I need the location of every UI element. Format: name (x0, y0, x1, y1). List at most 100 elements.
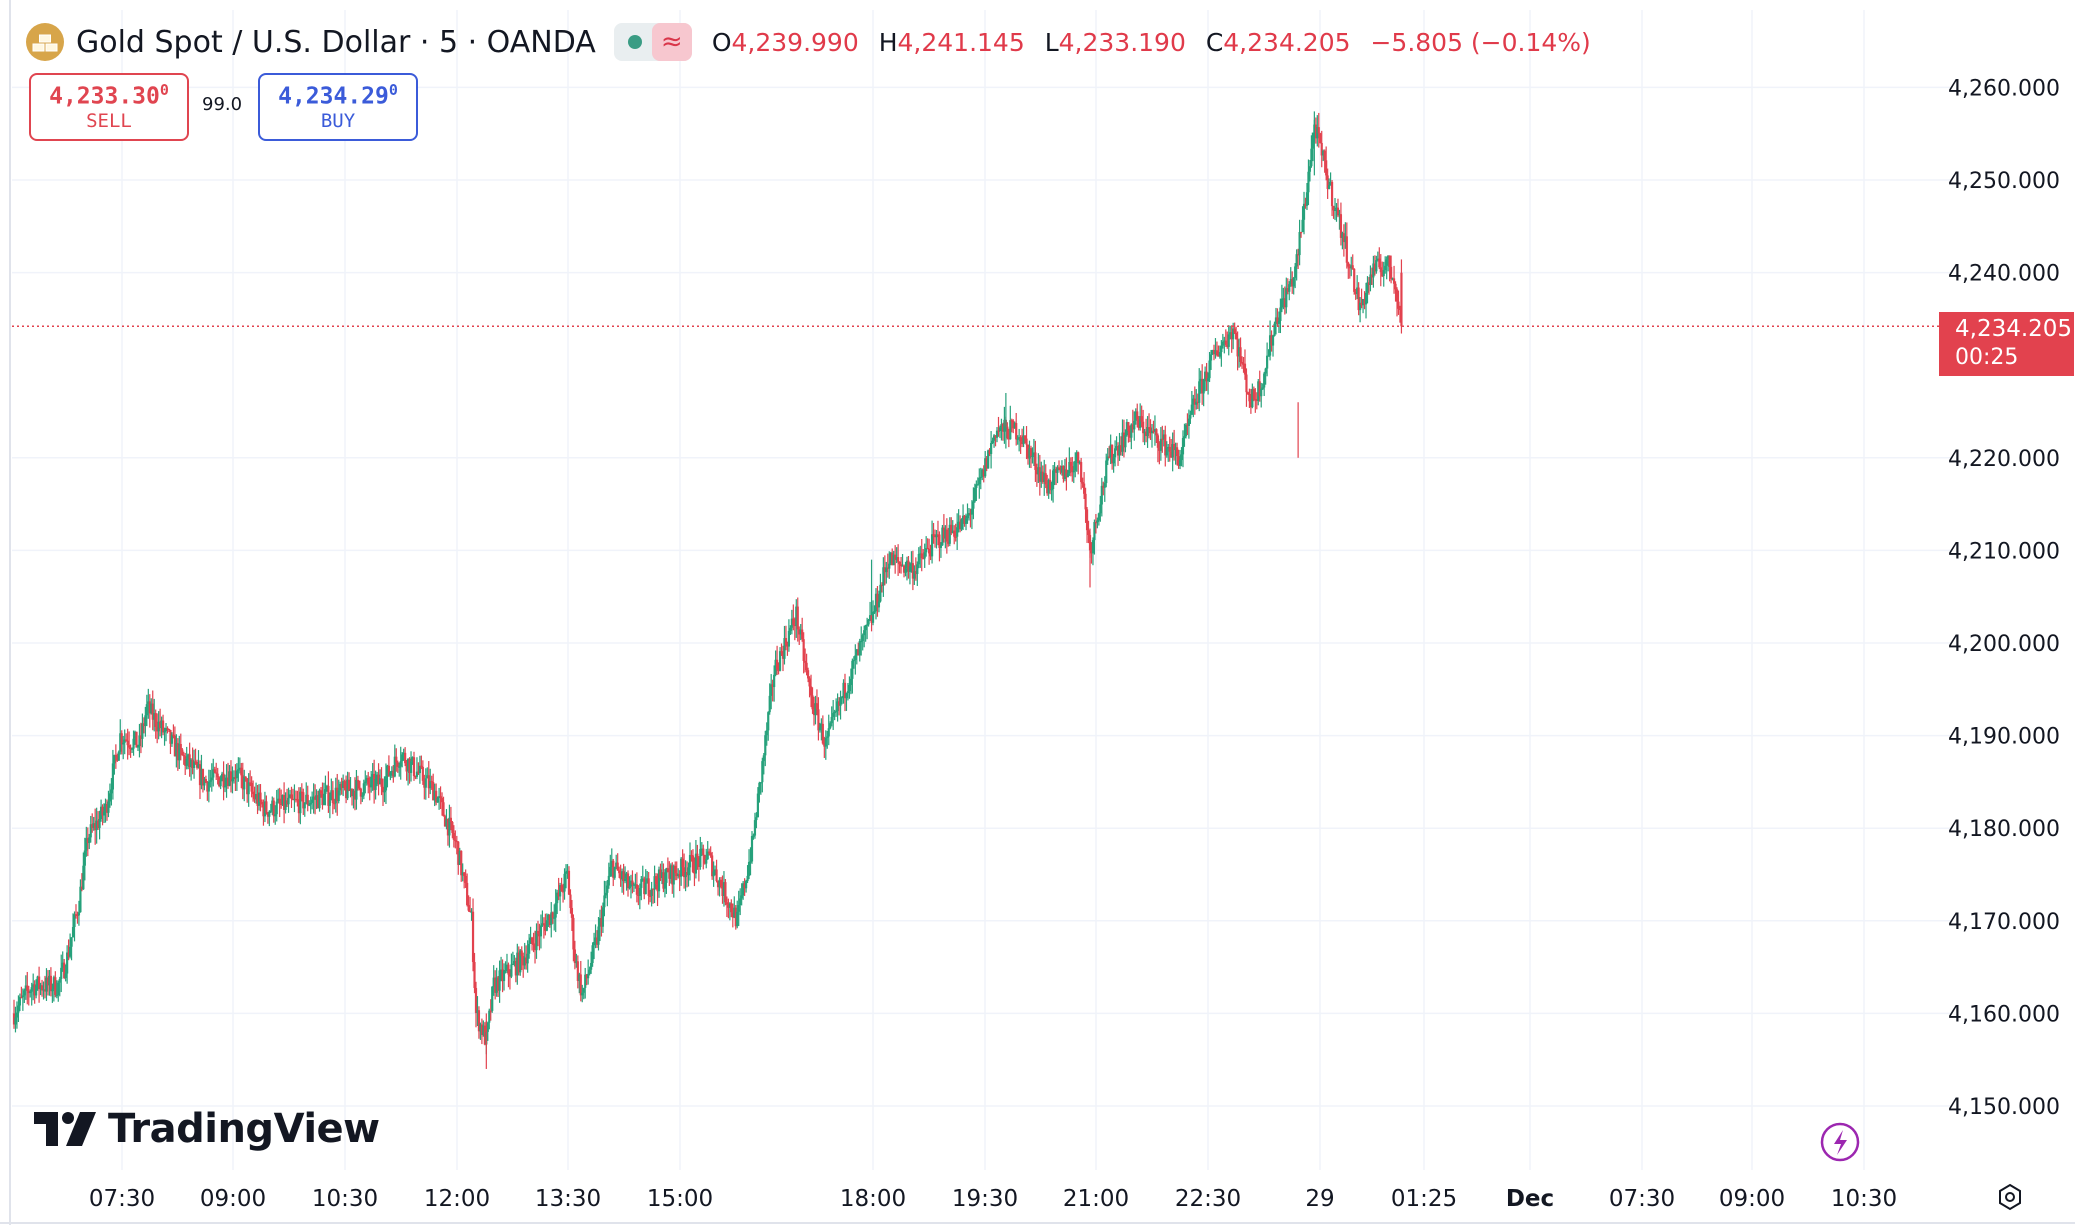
y-tick-label: 4,240.000 (1948, 262, 2060, 287)
candle-body (660, 872, 664, 878)
candle-body (1201, 378, 1204, 394)
candle-body (731, 912, 734, 918)
candle-body (325, 785, 329, 790)
candle-body (154, 713, 157, 727)
candle-body (1364, 292, 1368, 305)
candle-body (1260, 388, 1263, 397)
candle-body (1184, 424, 1188, 437)
candle-body (922, 558, 925, 560)
candle-body (826, 736, 829, 738)
candle-body (548, 914, 551, 926)
candle-body (1162, 434, 1165, 440)
candle-body (151, 703, 154, 720)
candle-body (1059, 468, 1062, 473)
settings-icon[interactable] (1999, 1183, 2021, 1211)
candle-body (1109, 444, 1112, 458)
candle-body (1391, 278, 1394, 280)
candle-body (948, 524, 951, 544)
candle-body (647, 878, 650, 896)
candle-body (978, 477, 981, 485)
candle-body (691, 855, 695, 872)
candle-body (837, 701, 841, 706)
candle-body (774, 659, 777, 675)
candle-body (1257, 381, 1260, 401)
candle-body (632, 884, 636, 886)
candle-body (346, 779, 349, 799)
candle-body (938, 534, 941, 548)
sell-label: SELL (86, 109, 132, 132)
candle-body (1190, 404, 1193, 415)
candle-body (1044, 473, 1047, 485)
candle-body (592, 941, 596, 946)
candle-body (1255, 399, 1258, 401)
candle-body (1233, 328, 1236, 333)
candle-body (590, 962, 593, 970)
candle-body (184, 756, 187, 766)
candle-body (718, 879, 721, 888)
tradingview-logo[interactable]: TradingView (34, 1106, 380, 1152)
candle-body (405, 763, 408, 772)
candle-body (1266, 355, 1269, 369)
candle-body (374, 779, 377, 790)
sell-button[interactable]: 4,233.300 SELL (29, 73, 189, 141)
candle-body (970, 508, 974, 515)
candle-body (990, 442, 993, 454)
candle-body (1119, 445, 1123, 452)
candle-body (1128, 431, 1131, 438)
candle-body (291, 798, 295, 801)
candle-body (694, 853, 698, 874)
candle-body (216, 773, 219, 778)
candle-body (623, 878, 627, 882)
candle-body (68, 946, 72, 957)
candle-body (721, 886, 724, 896)
candle-body (719, 879, 723, 887)
candle-body (275, 801, 278, 815)
candle-body (780, 651, 783, 653)
candle-body (67, 952, 70, 957)
candle-body (221, 773, 224, 781)
candle-body (1400, 272, 1403, 327)
candle-body (505, 964, 509, 971)
candle-body (582, 987, 585, 993)
symbol-title[interactable]: Gold Spot / U.S. Dollar · 5 · OANDA (76, 24, 596, 60)
candle-body (716, 881, 720, 888)
candle-body (99, 806, 103, 819)
candle-body (1072, 470, 1075, 473)
candle-body (324, 789, 327, 794)
candle-body (262, 804, 265, 817)
candle-body (749, 861, 752, 863)
candle-body (156, 726, 159, 732)
candle-body (393, 756, 396, 777)
candle-body (1384, 265, 1387, 271)
candle-body (1037, 467, 1040, 475)
candle-body (1018, 437, 1021, 439)
candle-body (1167, 446, 1170, 449)
candle-body (1137, 419, 1140, 428)
candle-body (1057, 467, 1061, 469)
candle-body (362, 783, 365, 796)
candle-body (234, 777, 237, 779)
candle-body (1387, 255, 1390, 260)
buy-button[interactable]: 4,234.290 BUY (258, 73, 418, 141)
lightning-alert-icon[interactable] (1820, 1122, 1860, 1162)
candle-body (815, 703, 819, 710)
candle-body (609, 866, 612, 876)
candle-body (768, 695, 771, 713)
market-status-pill[interactable]: ≈ (613, 23, 692, 61)
candle-body (1013, 423, 1016, 429)
lightning-bolt-icon (1834, 1130, 1847, 1155)
candle-body (107, 801, 110, 813)
candle-body (1248, 393, 1251, 402)
candle-body (892, 554, 895, 566)
candle-body (1111, 444, 1114, 464)
candle-body (215, 772, 218, 774)
candle-body (821, 723, 824, 744)
candle-body (1277, 320, 1281, 324)
candle-body (176, 742, 179, 761)
candle-body (240, 767, 243, 776)
candle-body (907, 560, 910, 572)
candle-body (206, 782, 209, 792)
candle-body (1307, 171, 1310, 193)
